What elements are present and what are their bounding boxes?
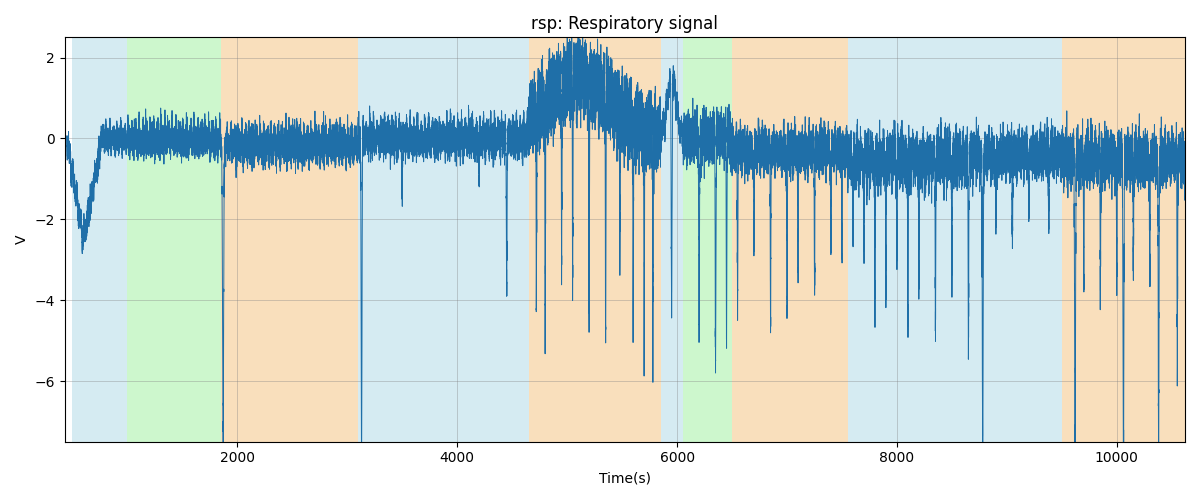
Bar: [221, 38, 359, 442]
Bar: [127, 38, 221, 442]
Bar: [732, 38, 847, 442]
Y-axis label: V: V: [16, 235, 29, 244]
Bar: [683, 38, 732, 442]
X-axis label: Time(s): Time(s): [599, 471, 650, 485]
Bar: [359, 38, 529, 442]
Bar: [661, 38, 683, 442]
Bar: [72, 38, 127, 442]
Bar: [974, 38, 1062, 442]
Bar: [847, 38, 974, 442]
Bar: [1062, 38, 1188, 442]
Title: rsp: Respiratory signal: rsp: Respiratory signal: [532, 15, 719, 33]
Bar: [529, 38, 661, 442]
